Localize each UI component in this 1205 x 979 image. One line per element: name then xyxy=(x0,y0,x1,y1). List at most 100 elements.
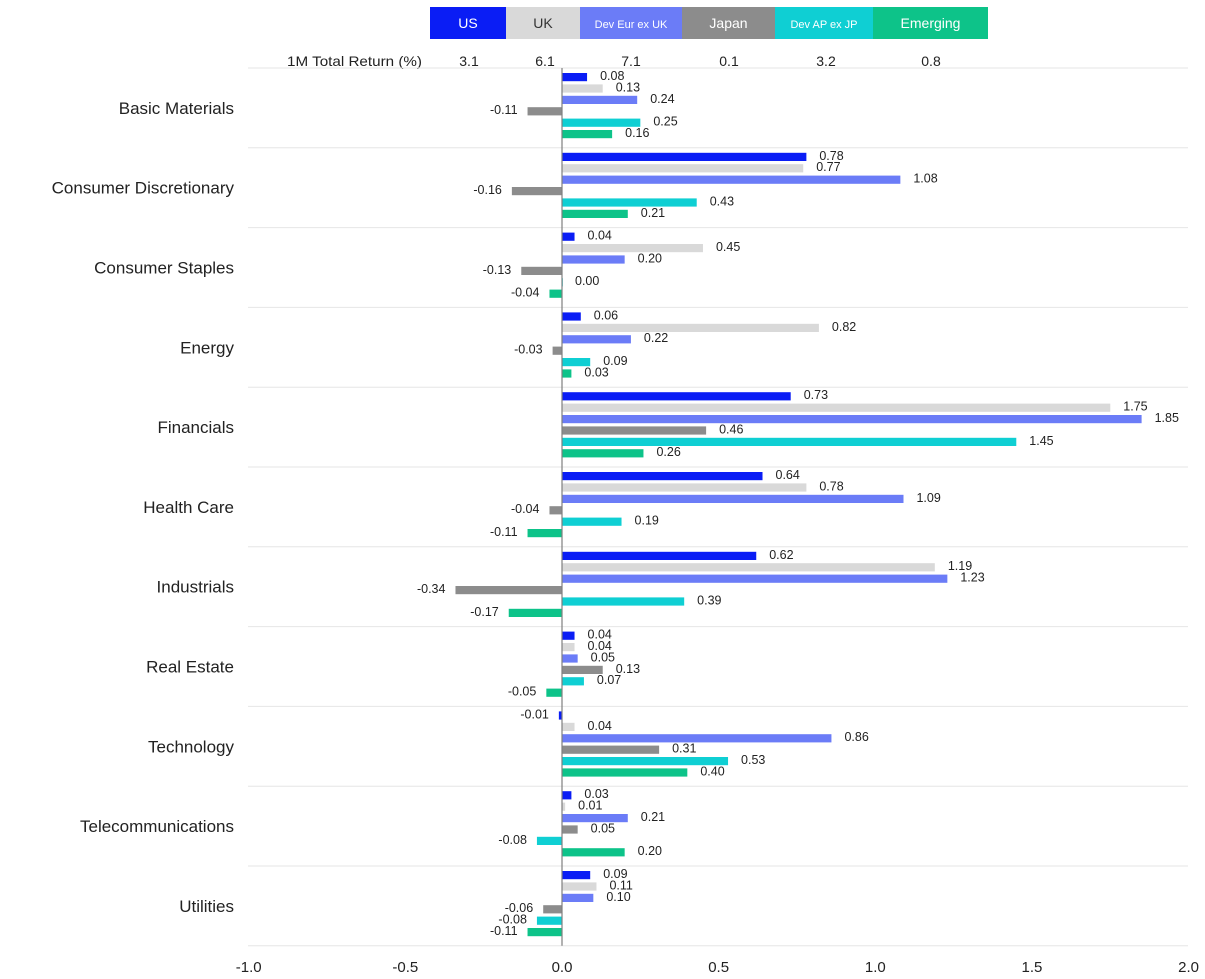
category-label-7: Real Estate xyxy=(146,658,234,677)
value-label-5-1: 0.78 xyxy=(819,479,843,493)
x-tick-label-0: -1.0 xyxy=(236,959,262,976)
bar-4-3 xyxy=(562,426,707,435)
value-label-7-3: 0.13 xyxy=(616,662,640,676)
value-label-1-2: 1.08 xyxy=(913,172,937,186)
bars xyxy=(455,73,1142,937)
bar-7-3 xyxy=(562,665,603,674)
value-label-6-4: 0.39 xyxy=(697,593,721,607)
value-label-1-4: 0.43 xyxy=(710,194,734,208)
value-label-4-2: 1.85 xyxy=(1155,411,1179,425)
bar-6-2 xyxy=(562,574,948,583)
legend-swatch-5 xyxy=(873,7,988,39)
bar-2-3 xyxy=(521,266,562,275)
value-label-0-3: -0.11 xyxy=(490,103,518,117)
bar-3-1 xyxy=(562,323,819,332)
bar-10-2 xyxy=(562,893,594,902)
value-label-6-5: -0.17 xyxy=(470,605,499,619)
bar-3-4 xyxy=(562,358,591,367)
value-label-6-1: 1.19 xyxy=(948,559,972,573)
bar-5-4 xyxy=(562,517,622,526)
category-separators xyxy=(248,67,1188,947)
bar-3-0 xyxy=(562,312,581,321)
bar-8-5 xyxy=(562,768,688,777)
total-return-value-1: 6.1 xyxy=(535,53,555,69)
value-label-0-5: 0.16 xyxy=(625,126,649,140)
x-tick-label-1: -0.5 xyxy=(392,959,418,976)
bar-9-1 xyxy=(562,802,566,811)
bar-7-1 xyxy=(562,643,575,652)
value-label-3-2: 0.22 xyxy=(644,331,668,345)
value-label-7-1: 0.04 xyxy=(588,639,612,653)
legend-swatch-0 xyxy=(430,7,506,39)
value-label-8-1: 0.04 xyxy=(588,719,612,733)
bar-10-3 xyxy=(543,905,562,914)
bar-9-4 xyxy=(536,836,562,845)
bar-0-2 xyxy=(562,95,638,104)
bar-3-5 xyxy=(562,369,572,378)
bar-5-5 xyxy=(527,529,562,538)
value-label-1-0: 0.78 xyxy=(819,149,843,163)
value-label-8-0: -0.01 xyxy=(520,707,549,721)
value-label-3-1: 0.82 xyxy=(832,320,856,334)
bar-2-5 xyxy=(549,289,562,298)
bar-1-3 xyxy=(511,187,562,196)
legend-swatch-4 xyxy=(775,7,873,39)
total-return-value-4: 3.2 xyxy=(816,53,836,69)
bar-4-4 xyxy=(562,437,1017,446)
bar-9-3 xyxy=(562,825,578,834)
bar-4-0 xyxy=(562,392,791,401)
total-return-row: 1M Total Return (%) 3.1 6.1 7.1 0.1 3.2 0.8 xyxy=(287,53,941,69)
value-label-10-3: -0.06 xyxy=(505,901,534,915)
category-label-8: Technology xyxy=(148,737,235,756)
value-label-3-3: -0.03 xyxy=(514,343,543,357)
value-label-5-3: -0.04 xyxy=(511,502,540,516)
value-label-10-0: 0.09 xyxy=(603,867,627,881)
legend-label-0: US xyxy=(458,15,477,31)
value-label-9-5: 0.20 xyxy=(638,844,662,858)
value-label-4-4: 1.45 xyxy=(1029,434,1053,448)
category-label-4: Financials xyxy=(157,418,234,437)
bar-9-5 xyxy=(562,848,625,857)
value-label-10-2: 0.10 xyxy=(606,890,630,904)
value-label-7-5: -0.05 xyxy=(508,685,537,699)
x-tick-label-5: 1.5 xyxy=(1022,959,1043,976)
value-label-9-4: -0.08 xyxy=(498,833,527,847)
value-label-2-5: -0.04 xyxy=(511,286,540,300)
value-label-4-1: 1.75 xyxy=(1123,400,1147,414)
bar-0-1 xyxy=(562,84,603,93)
x-tick-label-4: 1.0 xyxy=(865,959,886,976)
category-label-10: Utilities xyxy=(179,897,234,916)
bar-2-1 xyxy=(562,244,703,253)
bar-2-2 xyxy=(562,255,625,264)
value-label-2-1: 0.45 xyxy=(716,240,740,254)
bar-10-4 xyxy=(536,916,562,925)
category-label-2: Consumer Staples xyxy=(94,259,234,278)
bar-7-2 xyxy=(562,654,578,663)
value-label-7-2: 0.05 xyxy=(591,650,615,664)
legend-swatch-3 xyxy=(682,7,775,39)
value-label-2-4: 0.00 xyxy=(575,274,599,288)
legend-swatch-1 xyxy=(506,7,580,39)
bar-9-0 xyxy=(562,791,572,800)
value-label-4-0: 0.73 xyxy=(804,388,828,402)
x-tick-label-6: 2.0 xyxy=(1178,959,1199,976)
value-label-7-4: 0.07 xyxy=(597,673,621,687)
total-return-header: 1M Total Return (%) xyxy=(287,53,422,69)
bar-0-5 xyxy=(562,130,613,139)
bar-9-2 xyxy=(562,814,628,823)
value-label-0-0: 0.08 xyxy=(600,69,624,83)
bar-1-0 xyxy=(562,152,807,161)
legend-swatch-2 xyxy=(580,7,682,39)
value-label-6-2: 1.23 xyxy=(960,571,984,585)
value-label-9-0: 0.03 xyxy=(584,787,608,801)
value-label-3-4: 0.09 xyxy=(603,354,627,368)
value-label-8-3: 0.31 xyxy=(672,742,696,756)
bar-10-5 xyxy=(527,928,562,937)
bar-0-4 xyxy=(562,118,641,127)
value-label-10-1: 0.11 xyxy=(609,878,632,892)
value-label-1-5: 0.21 xyxy=(641,206,665,220)
category-label-3: Energy xyxy=(180,338,234,357)
bar-4-5 xyxy=(562,449,644,458)
value-label-1-3: -0.16 xyxy=(473,183,502,197)
value-label-6-0: 0.62 xyxy=(769,548,793,562)
